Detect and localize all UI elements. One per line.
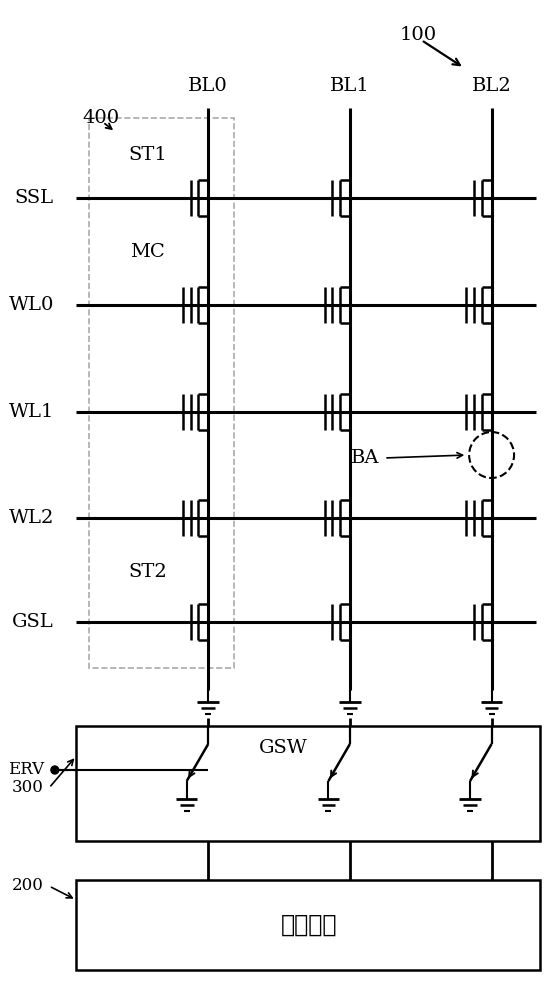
Text: 200: 200 [12,878,44,894]
Text: BL2: BL2 [472,77,511,95]
Bar [89,118,234,668]
Text: 100: 100 [400,26,437,44]
Text: BL0: BL0 [188,77,228,95]
Text: GSW: GSW [259,739,308,757]
Text: ST2: ST2 [128,563,167,581]
Text: WL1: WL1 [8,403,54,421]
Text: BA: BA [350,449,379,467]
Circle shape [51,766,59,774]
Text: ERV: ERV [8,762,44,778]
Text: ST1: ST1 [128,146,167,164]
Bar [77,726,541,841]
Text: SSL: SSL [15,189,54,207]
Text: WL0: WL0 [8,296,54,314]
Text: 页缓冲器: 页缓冲器 [281,914,337,936]
Bar [77,880,541,970]
Text: BL1: BL1 [330,77,370,95]
Text: WL2: WL2 [8,509,54,527]
Text: 400: 400 [82,109,119,127]
Text: MC: MC [130,243,165,261]
Text: GSL: GSL [12,613,54,631]
Text: 300: 300 [12,780,44,796]
